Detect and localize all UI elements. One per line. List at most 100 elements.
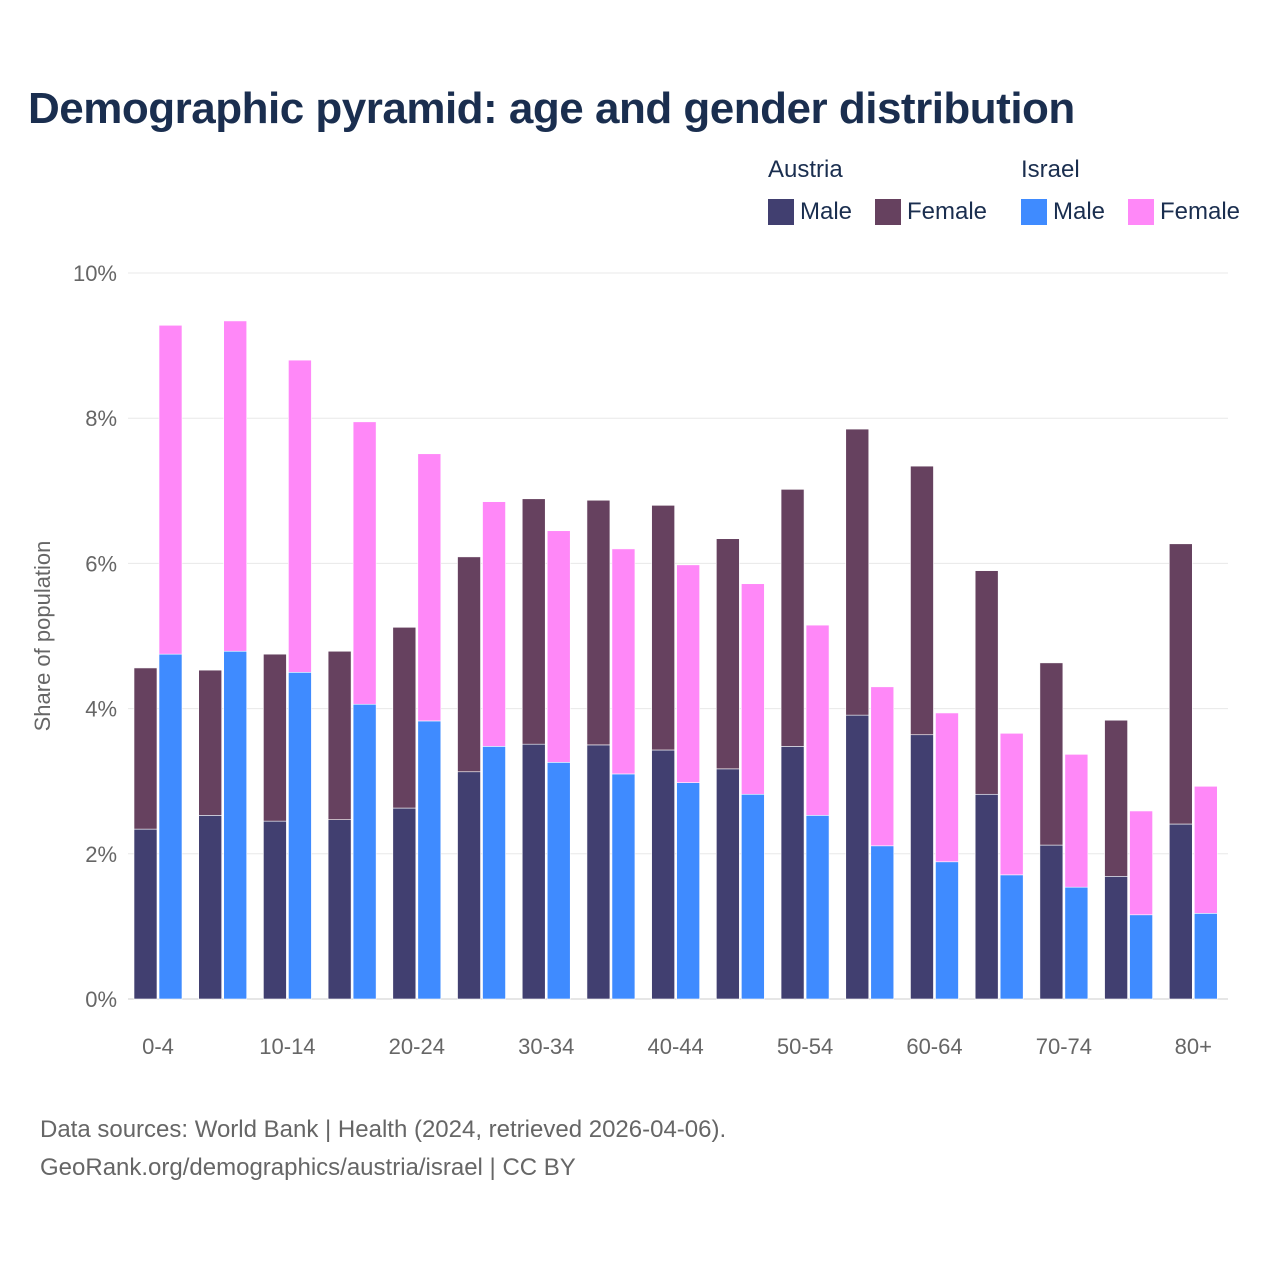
bar-israel-male-60-64[interactable]	[935, 861, 959, 1000]
bar-israel-female-5-9[interactable]	[223, 320, 248, 652]
bar-israel-male-25-29[interactable]	[482, 746, 506, 1000]
y-tick-label: 4%	[85, 697, 117, 722]
y-tick-label: 6%	[85, 551, 117, 576]
bar-israel-male-50-54[interactable]	[805, 815, 830, 1000]
bar-austria-female-0-4[interactable]	[133, 667, 158, 830]
bar-israel-male-30-34[interactable]	[546, 762, 571, 1000]
bar-austria-male-15-19[interactable]	[327, 819, 352, 1000]
bar-israel-female-55-59[interactable]	[870, 686, 895, 847]
bar-austria-female-10-14[interactable]	[263, 653, 287, 822]
bar-israel-male-15-19[interactable]	[352, 703, 377, 1000]
y-tick-label: 8%	[85, 406, 117, 431]
bar-austria-male-60-64[interactable]	[910, 734, 934, 1000]
x-tick-label: 70-74	[1036, 1034, 1092, 1059]
bar-austria-male-0-4[interactable]	[133, 828, 158, 1000]
bar-austria-male-20-24[interactable]	[392, 807, 417, 1000]
bar-austria-female-60-64[interactable]	[910, 465, 934, 736]
bar-israel-female-35-39[interactable]	[611, 548, 636, 775]
chart-title: Demographic pyramid: age and gender dist…	[28, 84, 1075, 133]
bar-israel-female-65-69[interactable]	[999, 732, 1024, 876]
legend-label: Male	[800, 198, 853, 225]
source-note: Data sources: World Bank | Health (2024,…	[40, 1116, 727, 1143]
bar-israel-male-35-39[interactable]	[611, 773, 636, 1000]
bar-austria-male-80+[interactable]	[1168, 823, 1193, 1000]
bar-israel-female-10-14[interactable]	[288, 359, 312, 673]
bar-israel-female-20-24[interactable]	[417, 453, 442, 722]
bar-israel-female-75-79[interactable]	[1129, 810, 1153, 916]
x-tick-label: 50-54	[777, 1034, 833, 1059]
bar-austria-female-15-19[interactable]	[327, 650, 352, 820]
legend-item-austria-female[interactable]: Female	[875, 198, 987, 226]
bar-israel-female-40-44[interactable]	[676, 564, 700, 783]
bar-austria-female-25-29[interactable]	[457, 556, 481, 773]
x-tick-label: 60-64	[906, 1034, 962, 1059]
legend-swatch	[1021, 199, 1047, 225]
bar-austria-male-35-39[interactable]	[586, 744, 611, 1000]
x-tick-label: 30-34	[518, 1034, 574, 1059]
bar-austria-female-65-69[interactable]	[974, 570, 999, 795]
bar-israel-male-0-4[interactable]	[158, 653, 183, 1000]
bar-israel-female-30-34[interactable]	[546, 530, 571, 763]
bar-austria-female-20-24[interactable]	[392, 626, 417, 809]
bar-israel-male-65-69[interactable]	[999, 874, 1024, 1000]
bar-austria-female-80+[interactable]	[1168, 543, 1193, 825]
y-axis-label: Share of population	[30, 541, 55, 732]
y-tick-label: 2%	[85, 842, 117, 867]
legend-swatch	[1128, 199, 1154, 225]
bar-austria-female-45-49[interactable]	[716, 538, 740, 770]
y-tick-label: 10%	[73, 261, 117, 286]
bar-austria-male-25-29[interactable]	[457, 771, 481, 1000]
bar-austria-female-50-54[interactable]	[780, 489, 805, 747]
bar-austria-male-70-74[interactable]	[1039, 844, 1064, 1000]
bar-israel-female-50-54[interactable]	[805, 624, 830, 816]
bar-israel-male-80+[interactable]	[1193, 913, 1218, 1000]
bar-austria-male-5-9[interactable]	[198, 815, 223, 1000]
legend-item-israel-male[interactable]: Male	[1021, 198, 1105, 226]
legend-label: Female	[1160, 198, 1241, 225]
bar-israel-female-15-19[interactable]	[352, 421, 377, 705]
legend-swatch	[875, 199, 901, 225]
bar-austria-female-35-39[interactable]	[586, 499, 611, 746]
bar-austria-female-40-44[interactable]	[651, 505, 675, 751]
bar-israel-female-60-64[interactable]	[935, 712, 959, 863]
bar-israel-male-40-44[interactable]	[676, 782, 700, 1000]
bar-austria-female-55-59[interactable]	[845, 428, 870, 716]
bar-austria-male-55-59[interactable]	[845, 714, 870, 1000]
legend-item-israel-female[interactable]: Female	[1128, 198, 1240, 226]
bar-israel-male-70-74[interactable]	[1064, 886, 1089, 1000]
bar-israel-male-20-24[interactable]	[417, 720, 442, 1000]
bar-israel-male-75-79[interactable]	[1129, 914, 1153, 1000]
bar-israel-female-45-49[interactable]	[741, 583, 765, 795]
legend-group-israel: Israel	[1021, 156, 1080, 183]
bar-austria-female-70-74[interactable]	[1039, 662, 1064, 846]
bar-israel-female-80+[interactable]	[1193, 785, 1218, 914]
bar-austria-male-40-44[interactable]	[651, 749, 675, 1000]
bar-austria-female-5-9[interactable]	[198, 669, 223, 816]
bar-austria-male-30-34[interactable]	[521, 743, 546, 1000]
bar-austria-male-50-54[interactable]	[780, 746, 805, 1000]
legend-label: Male	[1053, 198, 1106, 225]
legend-item-austria-male[interactable]: Male	[768, 198, 852, 226]
bar-israel-female-70-74[interactable]	[1064, 754, 1089, 888]
bar-israel-male-55-59[interactable]	[870, 845, 895, 1000]
bar-israel-female-25-29[interactable]	[482, 501, 506, 747]
bar-austria-male-10-14[interactable]	[263, 820, 287, 1000]
x-tick-label: 10-14	[259, 1034, 315, 1059]
credit-note: GeoRank.org/demographics/austria/israel …	[40, 1154, 576, 1181]
bar-austria-female-75-79[interactable]	[1104, 719, 1128, 877]
bar-israel-male-5-9[interactable]	[223, 650, 248, 1000]
bar-israel-male-45-49[interactable]	[741, 793, 765, 1000]
bar-austria-male-75-79[interactable]	[1104, 876, 1128, 1000]
bar-israel-female-0-4[interactable]	[158, 324, 183, 655]
legend-swatch	[768, 199, 794, 225]
x-tick-label: 0-4	[142, 1034, 174, 1059]
bar-austria-male-45-49[interactable]	[716, 768, 740, 1000]
bar-israel-male-10-14[interactable]	[288, 671, 312, 1000]
y-tick-label: 0%	[85, 987, 117, 1012]
legend-group-austria: Austria	[768, 156, 843, 183]
x-tick-label: 40-44	[648, 1034, 704, 1059]
bar-austria-female-30-34[interactable]	[521, 498, 546, 745]
x-tick-label: 20-24	[389, 1034, 445, 1059]
bar-austria-male-65-69[interactable]	[974, 793, 999, 1000]
